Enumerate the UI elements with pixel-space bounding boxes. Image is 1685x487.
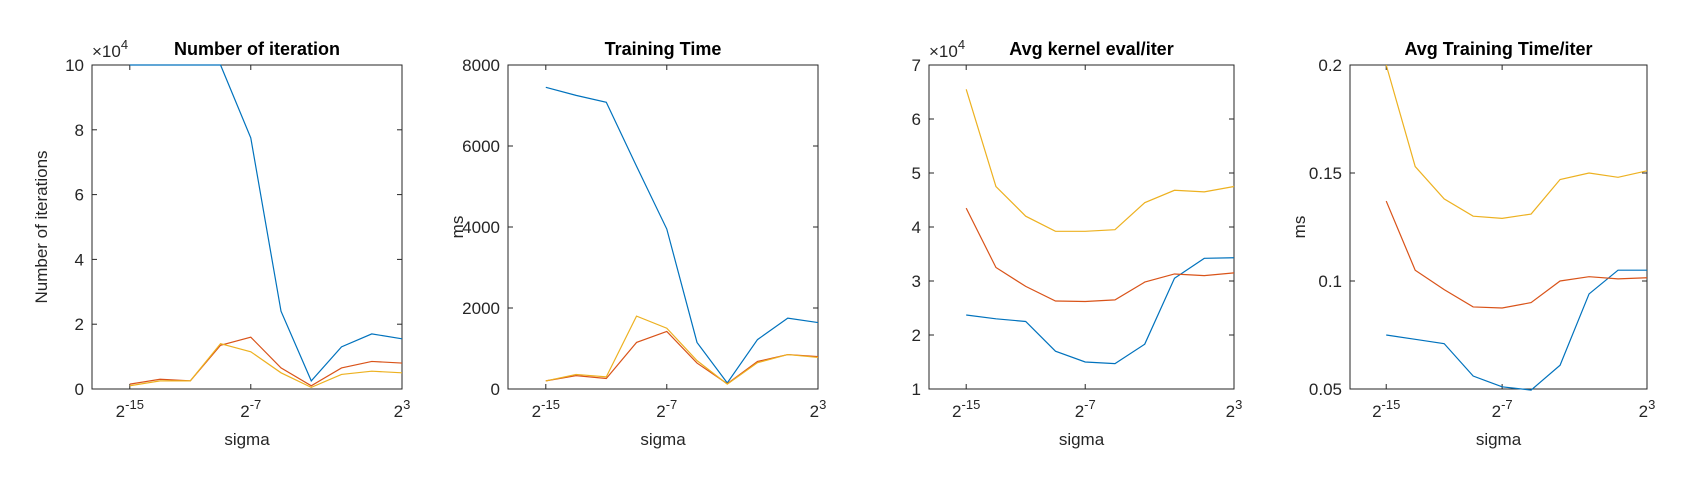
x-tick-label: 23 — [1226, 397, 1243, 421]
y-axis-label: ms — [448, 216, 467, 239]
series-line — [1386, 269, 1647, 391]
series-line — [545, 86, 819, 384]
axes-box — [91, 64, 403, 390]
tick-base: 2 — [1075, 402, 1084, 421]
y-multiplier: ×104 — [92, 37, 128, 61]
axes-box — [507, 64, 819, 390]
x-axis-label: sigma — [1476, 430, 1522, 449]
chart-title: Training Time — [605, 39, 722, 59]
y-tick-label: 6 — [75, 186, 84, 205]
y-tick-label: 6 — [912, 110, 921, 129]
y-tick-label: 2000 — [462, 299, 500, 318]
chart-title: Avg kernel eval/iter — [1009, 39, 1173, 59]
tick-exponent: -7 — [250, 397, 262, 412]
tick-base: 2 — [394, 402, 403, 421]
tick-base: 2 — [810, 402, 819, 421]
tick-exponent: -15 — [541, 397, 560, 412]
y-tick-label: 4 — [75, 250, 84, 269]
series-line — [129, 64, 403, 383]
tick-exponent: -7 — [1501, 397, 1513, 412]
multiplier-base: ×10 — [929, 42, 958, 61]
tick-base: 2 — [952, 402, 961, 421]
x-tick-label: 2-7 — [240, 397, 261, 421]
x-tick-label: 2-7 — [1075, 397, 1096, 421]
y-tick-label: 5 — [912, 164, 921, 183]
x-axis-label: sigma — [640, 430, 686, 449]
y-tick-label: 8 — [75, 121, 84, 140]
axes-box — [928, 64, 1235, 390]
tick-base: 2 — [532, 402, 541, 421]
multiplier-exponent: 4 — [958, 37, 965, 52]
chart-title: Number of iteration — [174, 39, 340, 59]
y-tick-label: 2 — [912, 326, 921, 345]
y-tick-label: 7 — [912, 56, 921, 75]
y-tick-label: 3 — [912, 272, 921, 291]
tick-base: 2 — [116, 402, 125, 421]
tick-exponent: 3 — [1235, 397, 1242, 412]
x-tick-label: 23 — [394, 397, 411, 421]
tick-exponent: -15 — [962, 397, 981, 412]
y-tick-label: 2 — [75, 315, 84, 334]
series-line — [129, 342, 403, 389]
tick-exponent: 3 — [403, 397, 410, 412]
x-axis-label: sigma — [1059, 430, 1105, 449]
y-tick-label: 4000 — [462, 218, 500, 237]
series-line — [129, 336, 403, 387]
y-axis-label: ms — [1290, 216, 1309, 239]
tick-base: 2 — [1226, 402, 1235, 421]
x-axis-label: sigma — [224, 430, 270, 449]
x-tick-label: 23 — [1639, 397, 1656, 421]
series-line — [966, 257, 1235, 365]
y-tick-label: 8000 — [462, 56, 500, 75]
tick-base: 2 — [1372, 402, 1381, 421]
chart-title: Avg Training Time/iter — [1404, 39, 1592, 59]
x-tick-label: 2-15 — [116, 397, 144, 421]
x-tick-label: 2-7 — [1492, 397, 1513, 421]
series-line — [1385, 64, 1648, 219]
axes-box — [1349, 64, 1648, 390]
y-tick-label: 0.15 — [1309, 164, 1342, 183]
y-axis-label: Number of iterations — [32, 150, 51, 303]
x-tick-label: 2-15 — [952, 397, 980, 421]
series-line — [1385, 200, 1648, 309]
series-line — [545, 315, 819, 385]
x-tick-label: 23 — [810, 397, 827, 421]
series-line — [965, 89, 1235, 232]
y-tick-label: 1 — [912, 380, 921, 399]
x-tick-label: 2-15 — [532, 397, 560, 421]
tick-exponent: 3 — [819, 397, 826, 412]
y-tick-label: 0.2 — [1318, 56, 1342, 75]
x-tick-label: 2-15 — [1372, 397, 1400, 421]
y-tick-label: 0 — [491, 380, 500, 399]
tick-base: 2 — [1492, 402, 1501, 421]
y-multiplier: ×104 — [929, 37, 965, 61]
tick-base: 2 — [1639, 402, 1648, 421]
tick-exponent: -15 — [1382, 397, 1401, 412]
y-tick-label: 6000 — [462, 137, 500, 156]
tick-exponent: 3 — [1648, 397, 1655, 412]
tick-exponent: -7 — [666, 397, 678, 412]
y-tick-label: 10 — [65, 56, 84, 75]
y-tick-label: 4 — [912, 218, 921, 237]
multiplier-exponent: 4 — [121, 37, 128, 52]
multiplier-base: ×10 — [92, 42, 121, 61]
tick-base: 2 — [656, 402, 665, 421]
y-tick-label: 0.1 — [1318, 272, 1342, 291]
tick-exponent: -15 — [125, 397, 144, 412]
y-tick-label: 0 — [75, 380, 84, 399]
series-line — [965, 207, 1235, 303]
tick-base: 2 — [240, 402, 249, 421]
tick-exponent: -7 — [1084, 397, 1096, 412]
y-tick-label: 0.05 — [1309, 380, 1342, 399]
x-tick-label: 2-7 — [656, 397, 677, 421]
